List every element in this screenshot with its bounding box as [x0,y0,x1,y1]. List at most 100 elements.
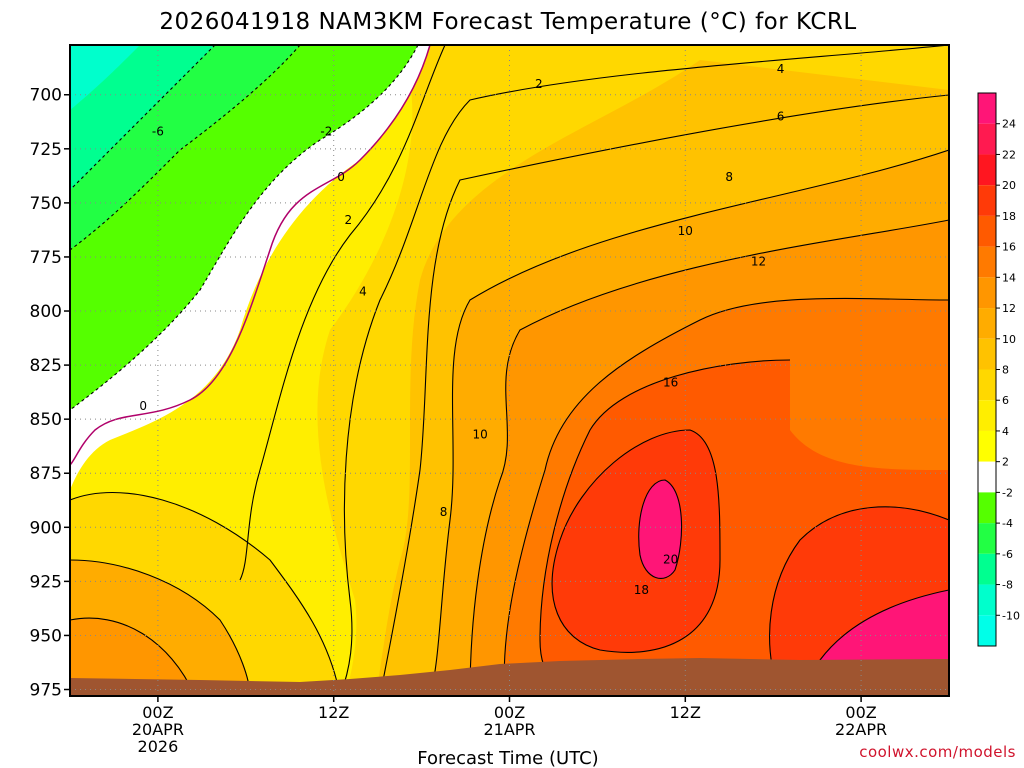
colorbar-label: 8 [1002,364,1009,377]
contour-label: 0 [139,399,147,413]
colorbar-swatch [978,154,996,186]
isotherm-6 [379,94,949,696]
contour-label: -2 [320,125,332,139]
contour-label: 12 [751,254,766,268]
field-lowleft-12 [70,618,195,696]
contour-label: -6 [152,125,164,139]
isotherm-neg6 [70,45,216,191]
terrain [70,658,949,696]
colorbar-swatch [978,277,996,309]
colorbar-swatch [978,430,996,462]
colorbar-label: 18 [1002,210,1016,223]
isotherm-12 [503,297,949,696]
contour-label: 4 [777,62,785,76]
x-tick-label: 00Z [142,703,173,722]
contour-label: 8 [440,505,448,519]
colorbar-label: 4 [1002,425,1009,438]
credit-text: coolwx.com/models [859,743,1016,761]
colorbar-swatch [978,523,996,554]
y-tick-label: 925 [30,572,62,592]
contour-label: 16 [663,375,678,389]
colorbar-label: 10 [1002,333,1016,346]
isotherm-22b [809,589,949,696]
colorbar-swatch [978,246,996,278]
contour-label: 20 [663,553,678,567]
colorbar-label: 22 [1002,148,1016,161]
colorbar-swatch [978,584,996,616]
y-tick-label: 700 [30,86,62,106]
colorbar-label: 12 [1002,302,1016,315]
y-tick-label: 825 [30,356,62,376]
x-tick-label: 00Z [845,703,876,722]
y-tick-label: 950 [30,626,62,646]
isotherm-18b [769,506,949,696]
contour-label: 18 [634,583,649,597]
contour-label: 10 [678,224,693,238]
y-tick-label: 750 [30,194,62,214]
x-tick-label: 22APR [835,720,887,739]
colorbar-label: -10 [1002,609,1020,622]
y-tick-label: 875 [30,464,62,484]
colorbar-swatch [978,123,996,155]
colorbar-label: 24 [1002,118,1016,131]
isotherm-20 [638,479,683,579]
colorbar-swatch [978,338,996,370]
colorbar-label: 2 [1002,456,1009,469]
isotherm-2 [239,45,446,581]
x-tick-label: 20APR [132,720,184,739]
contour-label: 6 [777,109,785,123]
y-tick-label: 975 [30,681,62,701]
colorbar-swatch [978,615,996,646]
isotherm-lowleft-6 [70,491,341,696]
contour-label: 4 [359,285,367,299]
chart-title: 2026041918 NAM3KM Forecast Temperature (… [159,9,856,35]
y-tick-label: 725 [30,140,62,160]
colorbar-label: -4 [1002,517,1013,530]
isotherms [70,45,949,696]
isotherm-4 [339,45,949,696]
isotherm-lowleft-12 [70,617,196,696]
isotherm-0 [70,45,431,466]
colorbar-swatch [978,400,996,431]
colorbar: 24 22 20 18 16 14 12 10 8 6 4 2 -2 -4 -6 -8 -10 [977,92,1020,647]
x-tick-label: 12Z [670,703,701,722]
gridlines [70,45,949,696]
colorbar-swatch [978,308,996,339]
x-tick-label: 21APR [483,720,535,739]
colorbar-swatch [978,369,996,401]
colorbar-swatch [978,185,996,216]
contour-label: 2 [535,77,543,91]
colorbar-label: -6 [1002,548,1013,561]
contour-label: 0 [337,170,345,184]
colorbar-swatch [978,553,996,585]
field-band-neg8 [70,45,140,110]
colorbar-swatch [978,492,996,524]
colorbar-swatch [978,461,996,493]
colorbar-label: 20 [1002,179,1016,192]
x-tick-label: 12Z [318,703,349,722]
colorbar-label: -2 [1002,486,1013,499]
colorbar-label: 16 [1002,241,1016,254]
y-tick-label: 900 [30,518,62,538]
contour-label: 10 [473,427,488,441]
x-tick-label: 00Z [494,703,525,722]
field-band-18 [552,430,720,653]
isotherm-18 [551,429,721,653]
isotherm-10 [469,219,949,696]
contour-label: 2 [345,213,353,227]
colorbar-label: 14 [1002,271,1016,284]
x-axis-label: Forecast Time (UTC) [417,748,598,768]
isotherm-neg2 [70,45,419,411]
colorbar-swatch [978,215,996,247]
field-band-22 [638,480,682,579]
y-axis: 700 725 750 775 800 825 850 875 900 925 950 975 [30,86,70,701]
contour-labels: -6 -2 0 0 2 2 4 4 6 8 8 10 10 12 16 18 20 [139,62,784,597]
colorbar-label: 6 [1002,394,1009,407]
y-tick-label: 850 [30,410,62,430]
isotherm-8 [429,149,949,696]
x-tick-label: 2026 [138,737,179,756]
temperature-field [70,45,949,696]
colorbar-label: -8 [1002,579,1013,592]
